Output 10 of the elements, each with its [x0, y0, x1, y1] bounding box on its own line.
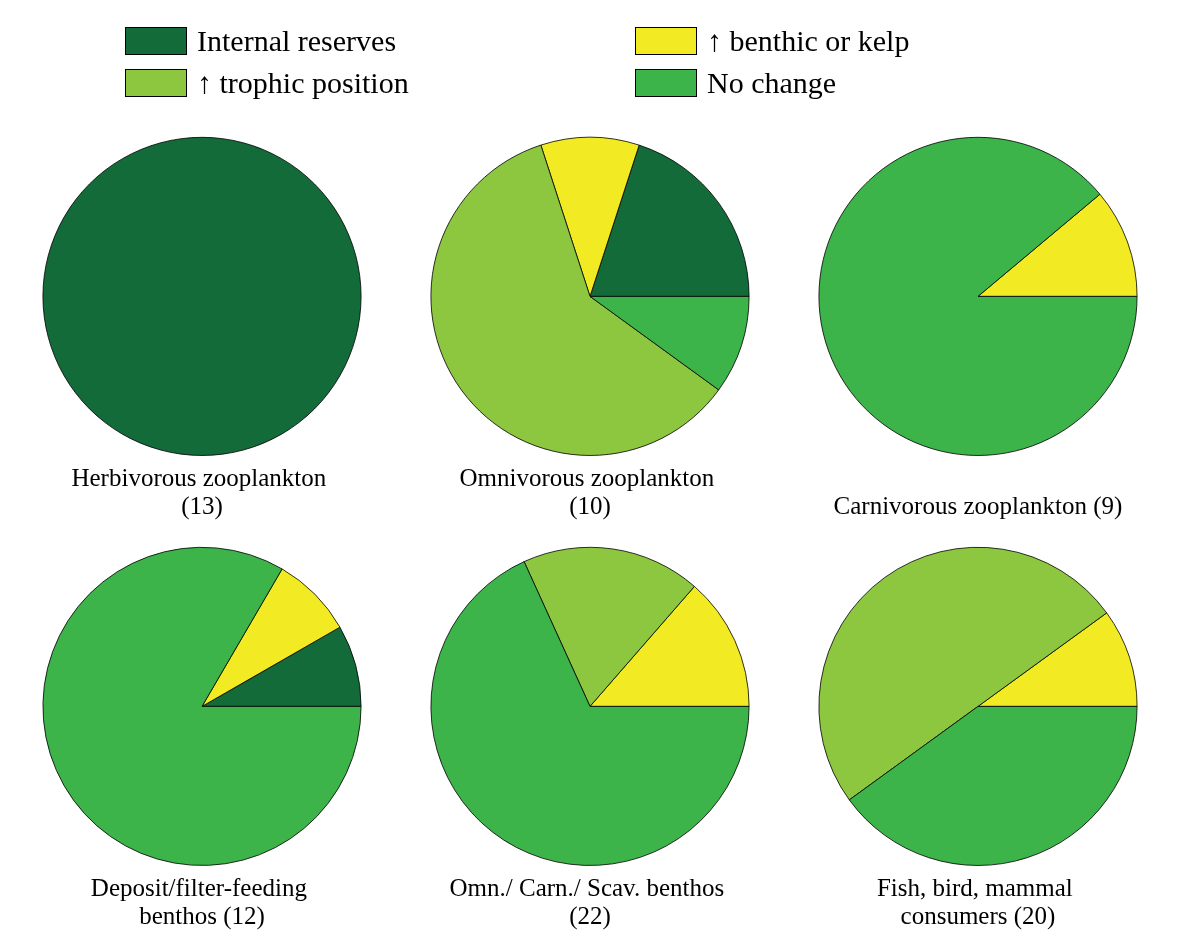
legend-label: Internal reserves	[197, 24, 397, 58]
legend-label: ↑ benthic or kelp	[707, 24, 910, 58]
legend-label: No change	[707, 66, 837, 100]
legend-label: ↑ trophic position	[197, 66, 409, 100]
text: Carnivorous zooplankton (9)	[833, 491, 1123, 520]
text: Omn./ Carn./ Scav. benthos (22)	[449, 873, 731, 930]
text: Herbivorous zooplankton (13)	[71, 463, 333, 520]
text: Deposit/filter-feeding benthos (12)	[90, 873, 314, 930]
text: Fish, bird, mammal consumers (20)	[876, 873, 1080, 930]
text: Omnivorous zooplankton (10)	[459, 463, 721, 520]
